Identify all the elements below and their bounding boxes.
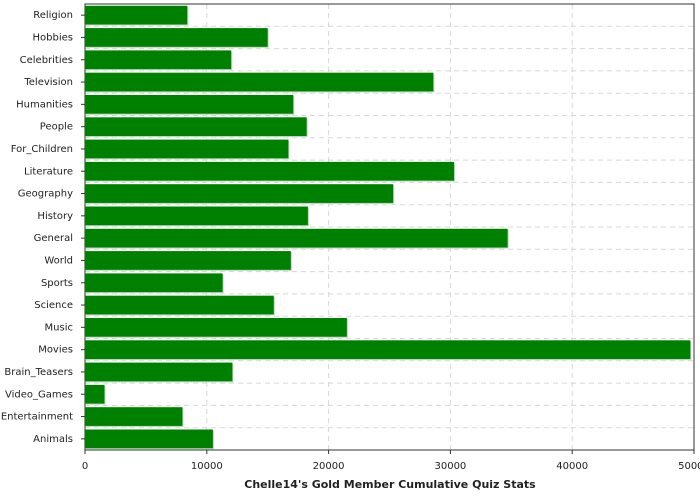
y-tick-label: Sports	[41, 278, 73, 289]
bar	[85, 384, 105, 404]
bar	[85, 407, 183, 426]
y-tick-label: Entertainment	[1, 412, 73, 423]
x-tick-label: 10000	[191, 461, 223, 472]
bar	[85, 117, 307, 137]
y-tick-label: Brain_Teasers	[4, 367, 73, 378]
plot-frame	[84, 3, 695, 451]
bar	[85, 184, 394, 203]
bar	[85, 429, 213, 449]
y-tick-label: Science	[34, 300, 73, 311]
x-tick-label: 20000	[313, 461, 345, 472]
bar	[85, 251, 291, 270]
bar	[85, 206, 308, 226]
bar	[85, 317, 347, 337]
y-tick-label: World	[44, 255, 73, 266]
x-tick-label: 40000	[556, 461, 588, 472]
y-tick-label: General	[34, 233, 73, 244]
bar	[85, 340, 691, 360]
x-tick-label: 50000	[678, 461, 700, 472]
y-tick-label: People	[40, 122, 73, 133]
bar	[85, 295, 274, 315]
y-tick-label: Religion	[33, 10, 73, 21]
bar	[85, 72, 434, 92]
y-tick-label: For_Children	[11, 144, 73, 155]
y-tick-label: Humanities	[16, 99, 73, 110]
bar	[85, 273, 223, 293]
y-tick-label: Video_Games	[5, 389, 73, 400]
y-tick-label: Music	[45, 322, 73, 333]
x-tick-label: 30000	[434, 461, 466, 472]
bar	[85, 28, 268, 47]
y-tick-label: History	[37, 211, 73, 222]
x-axis-title: Chelle14's Gold Member Cumulative Quiz S…	[244, 478, 536, 491]
bar	[85, 362, 233, 382]
bar	[85, 161, 455, 181]
y-tick-label: Geography	[18, 189, 73, 200]
bar	[85, 228, 508, 248]
x-tick-label: 0	[82, 461, 88, 472]
y-tick-label: Animals	[33, 434, 73, 445]
bar	[85, 5, 188, 25]
y-tick-label: Celebrities	[20, 55, 73, 66]
y-tick-label: Literature	[24, 166, 73, 177]
y-tick-label: Movies	[38, 345, 73, 356]
y-tick-label: Hobbies	[33, 32, 73, 43]
bar	[85, 139, 289, 159]
bar	[85, 94, 294, 114]
y-tick-label: Television	[23, 77, 73, 88]
bar	[85, 50, 232, 70]
